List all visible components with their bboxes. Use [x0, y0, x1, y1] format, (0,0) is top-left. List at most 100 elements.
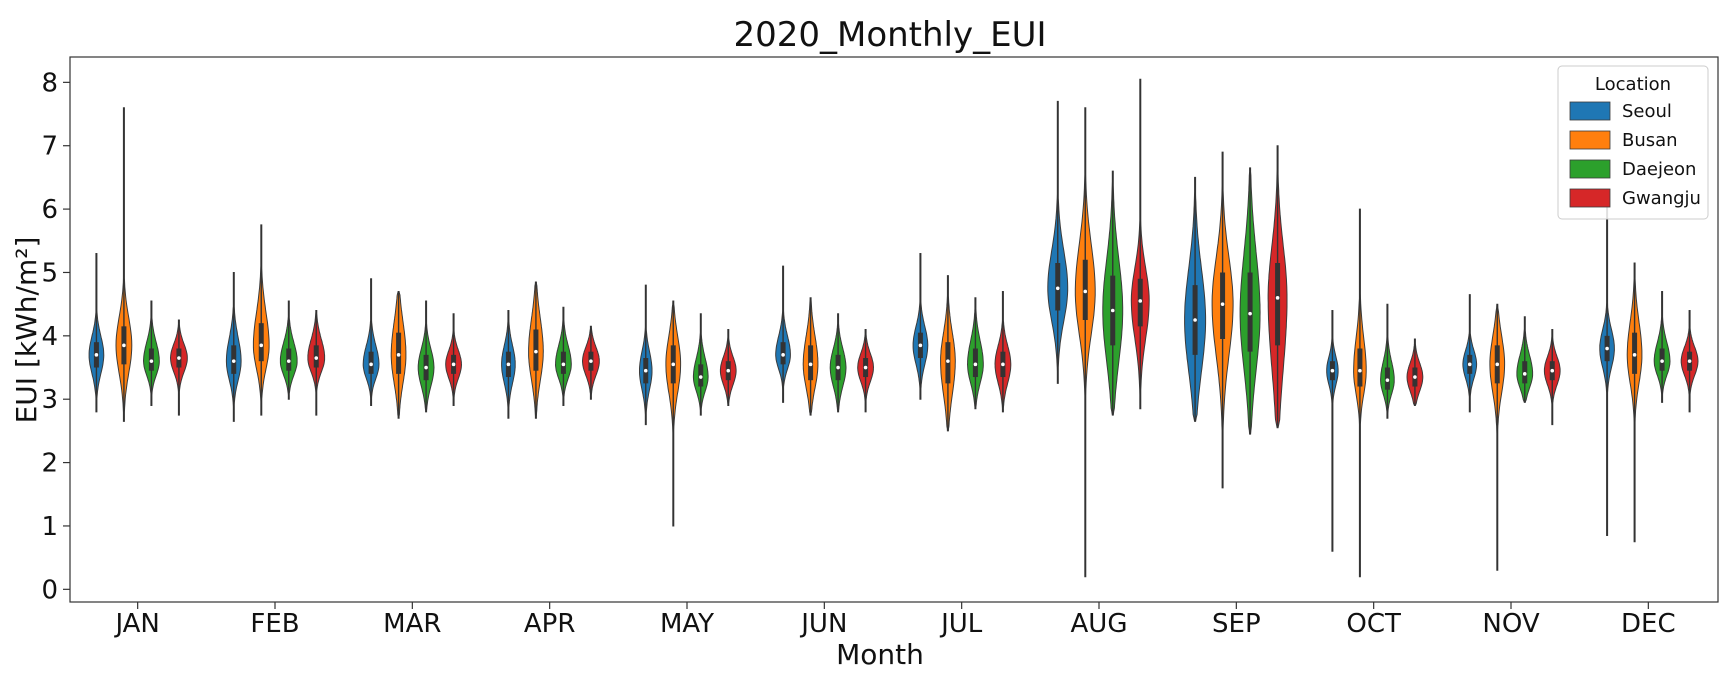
violin-median-point [231, 359, 236, 363]
violin-daejeon-aug [1102, 170, 1124, 416]
violin-median-point [863, 365, 868, 370]
violin-seoul-apr [501, 310, 516, 419]
violin-median-point [1413, 375, 1417, 379]
violin-median-point [918, 343, 923, 348]
violin-median-point [808, 362, 813, 367]
violin-median-point [177, 356, 181, 360]
x-tick-label: MAY [660, 609, 714, 639]
violin-median-point [1110, 308, 1115, 313]
violin-median-point [424, 365, 428, 370]
violin-busan-jun [802, 297, 819, 416]
violin-gwangju-apr [582, 325, 600, 400]
violin-gwangju-feb [307, 310, 326, 416]
violin-gwangju-nov [1543, 329, 1561, 426]
x-tick-label: DEC [1621, 609, 1676, 639]
violin-median-point [259, 343, 264, 348]
violin-median-point [1055, 286, 1060, 291]
violin-gwangju-dec [1680, 310, 1699, 413]
violin-median-point [1605, 346, 1609, 351]
violin-busan-jan [115, 107, 133, 422]
violin-seoul-feb [225, 272, 242, 422]
violin-seoul-jan [88, 253, 105, 413]
violin-busan-oct [1353, 208, 1367, 578]
violin-gwangju-may [719, 329, 737, 406]
legend: Location Seoul Busan Daejeon Gwangju [1557, 65, 1709, 220]
violin-median-point [149, 359, 154, 363]
legend-swatch-gwangju [1569, 188, 1611, 208]
legend-label-seoul: Seoul [1622, 101, 1672, 122]
violin-median-point [781, 353, 785, 357]
violin-median-point [1495, 362, 1500, 367]
x-tick-label: FEB [250, 609, 299, 639]
legend-swatch-busan [1569, 130, 1611, 150]
violin-busan-aug [1074, 107, 1096, 578]
x-tick-label: MAR [383, 609, 441, 639]
violin-gwangju-sep [1267, 145, 1288, 429]
violin-median-point [1330, 368, 1335, 373]
violin-gwangju-mar [445, 313, 463, 406]
y-axis: 0 1 2 3 4 5 6 7 8 [41, 68, 70, 605]
violin-median-point [836, 365, 840, 370]
violin-busan-sep [1211, 151, 1234, 489]
violin-median-point [506, 362, 511, 367]
legend-label-daejeon: Daejeon [1622, 159, 1696, 180]
violin-seoul-jun [775, 265, 791, 403]
y-tick-label: 2 [41, 449, 58, 479]
violin-seoul-jul [912, 253, 929, 400]
x-tick-label: SEP [1212, 609, 1261, 639]
violin-seoul-nov [1462, 294, 1478, 413]
violin-median-point [643, 368, 648, 373]
violin-median-point [671, 362, 676, 367]
chart-title: 2020_Monthly_EUI [733, 15, 1046, 55]
violin-daejeon-nov [1516, 316, 1534, 403]
violin-median-point [94, 353, 99, 357]
violin-daejeon-oct [1380, 303, 1395, 419]
violin-median-point [1358, 368, 1362, 373]
legend-label-busan: Busan [1622, 130, 1678, 151]
legend-title: Location [1595, 74, 1671, 95]
violin-median-point [1193, 318, 1197, 322]
x-tick-label: APR [524, 609, 576, 639]
violin-median-point [1467, 362, 1472, 367]
x-tick-label: AUG [1071, 609, 1128, 639]
violins-layer [88, 78, 1699, 578]
violin-gwangju-jan [169, 319, 188, 416]
violin-median-point [698, 375, 703, 379]
violin-daejeon-sep [1239, 167, 1261, 435]
violin-daejeon-may [692, 313, 709, 416]
violin-busan-may [665, 300, 682, 527]
violin-busan-jul [940, 275, 956, 432]
violin-busan-nov [1489, 303, 1506, 571]
y-tick-label: 6 [41, 195, 58, 225]
x-tick-label: JAN [113, 609, 159, 639]
violin-median-point [561, 362, 566, 367]
x-tick-label: NOV [1482, 609, 1539, 639]
violin-busan-mar [390, 291, 407, 419]
violin-median-point [1248, 311, 1252, 316]
violin-median-point [1550, 368, 1555, 373]
y-tick-label: 1 [41, 512, 58, 542]
legend-label-gwangju: Gwangju [1622, 188, 1701, 209]
violin-seoul-aug [1047, 100, 1069, 384]
x-tick-label: OCT [1346, 609, 1401, 639]
x-axis-label: Month [836, 638, 924, 671]
violin-median-point [1522, 372, 1527, 376]
legend-items: Seoul Busan Daejeon Gwangju [1569, 101, 1701, 209]
violin-daejeon-apr [554, 306, 572, 406]
violin-median-point [973, 362, 978, 367]
violin-median-point [1632, 353, 1637, 357]
violin-busan-feb [252, 224, 270, 416]
violin-median-point [1001, 362, 1005, 367]
violin-median-point [589, 359, 593, 363]
x-tick-label: JUN [799, 609, 847, 639]
violin-gwangju-oct [1406, 338, 1424, 406]
violin-median-point [1275, 296, 1280, 300]
violin-median-point [1083, 289, 1088, 294]
y-axis-label: EUI [kWh/m²] [10, 237, 43, 424]
violin-seoul-mar [362, 278, 380, 406]
violin-median-point [122, 343, 126, 348]
violin-median-point [1687, 359, 1692, 363]
violin-gwangju-aug [1130, 78, 1150, 410]
violin-median-point [1138, 299, 1143, 303]
